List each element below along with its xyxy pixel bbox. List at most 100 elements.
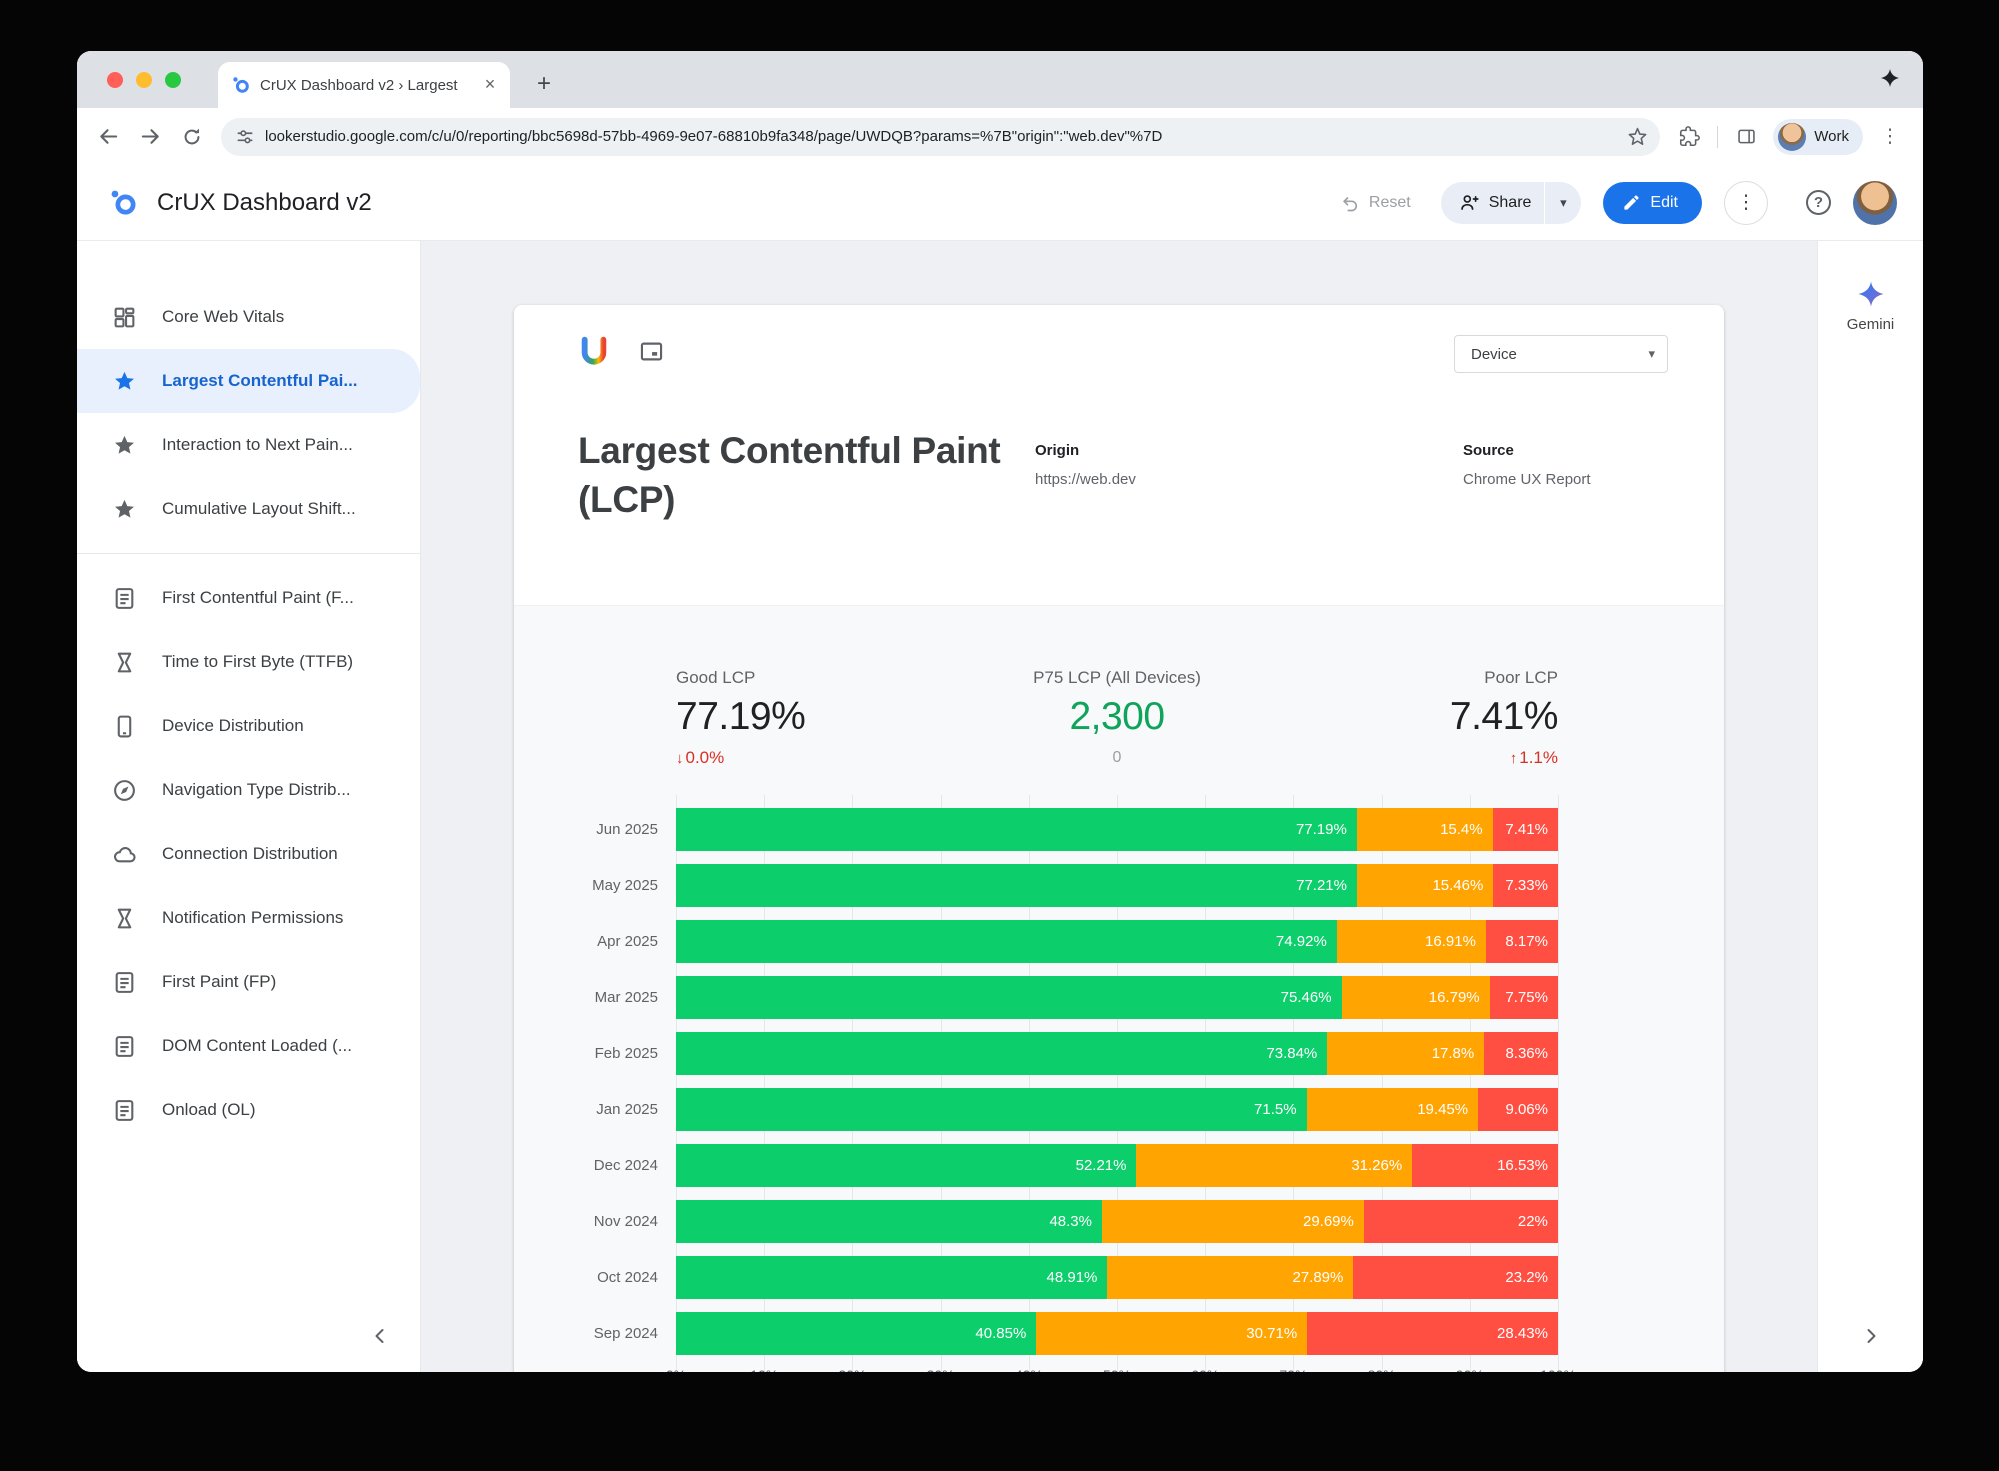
chart-bar-track: 71.5% 19.45% 9.06% (676, 1087, 1558, 1131)
bar-segment-poor[interactable]: 8.36% (1484, 1031, 1558, 1075)
bar-segment-good[interactable]: 71.5% (676, 1087, 1307, 1131)
toolbar-divider (1717, 125, 1719, 148)
sidebar-item-device-distribution[interactable]: Device Distribution (77, 694, 420, 758)
bar-segment-good[interactable]: 73.84% (676, 1031, 1328, 1075)
tab-close-icon[interactable]: × (484, 74, 496, 94)
star-icon (112, 497, 137, 522)
sidebar-item-onload-ol[interactable]: Onload (OL) (77, 1078, 420, 1142)
chart-bar-track: 73.84% 17.8% 8.36% (676, 1031, 1558, 1075)
sidebar-collapse-icon[interactable] (368, 1324, 392, 1348)
sidebar-item-first-contentful-paint-f[interactable]: First Contentful Paint (F... (77, 566, 420, 630)
site-settings-icon[interactable] (235, 127, 255, 147)
device-filter-dropdown[interactable]: Device ▾ (1454, 335, 1668, 373)
help-icon[interactable]: ? (1806, 190, 1831, 215)
bookmark-star-icon[interactable] (1627, 126, 1648, 147)
bar-segment-poor[interactable]: 16.53% (1412, 1143, 1558, 1187)
sidebar-item-first-paint-fp[interactable]: First Paint (FP) (77, 950, 420, 1014)
bar-segment-poor[interactable]: 7.33% (1493, 863, 1558, 907)
share-dropdown-caret[interactable]: ▾ (1560, 194, 1567, 210)
reload-icon[interactable] (173, 118, 211, 156)
forward-icon[interactable] (131, 118, 169, 156)
tab-strip: CrUX Dashboard v2 › Largest × + (77, 51, 1923, 108)
chart-row: May 2025 77.21% 15.46% 7.33% (514, 857, 1724, 913)
tab-organize-sparkle-icon[interactable] (1879, 67, 1901, 89)
chart-row: Oct 2024 48.91% 27.89% 23.2% (514, 1249, 1724, 1305)
axis-tick-label: 10% (750, 1367, 778, 1372)
bar-segment-good[interactable]: 48.3% (676, 1199, 1102, 1243)
profile-chip[interactable]: Work (1773, 118, 1863, 155)
url-text[interactable]: lookerstudio.google.com/c/u/0/reporting/… (265, 128, 1163, 145)
bar-segment-poor[interactable]: 7.41% (1492, 807, 1558, 851)
back-icon[interactable] (89, 118, 127, 156)
sidebar-item-label: DOM Content Loaded (... (162, 1036, 352, 1055)
browser-tab[interactable]: CrUX Dashboard v2 › Largest × (218, 62, 510, 108)
bar-segment-poor[interactable]: 7.75% (1489, 975, 1558, 1019)
extensions-icon[interactable] (1670, 118, 1708, 156)
scorecard-good-lcp: Good LCP 77.19% ↓ 0.0% (676, 668, 970, 768)
embed-frame-icon[interactable] (638, 338, 665, 365)
bar-segment-poor[interactable]: 8.17% (1485, 919, 1558, 963)
bar-segment-needs_improvement[interactable]: 31.26% (1136, 1143, 1413, 1187)
sidebar-item-notification-permissions[interactable]: Notification Permissions (77, 886, 420, 950)
rail-expand-icon[interactable] (1859, 1324, 1883, 1348)
bar-segment-poor[interactable]: 23.2% (1353, 1255, 1558, 1299)
bar-segment-good[interactable]: 77.19% (676, 807, 1357, 851)
bar-segment-needs_improvement[interactable]: 17.8% (1327, 1031, 1485, 1075)
bar-segment-needs_improvement[interactable]: 16.79% (1341, 975, 1490, 1019)
axis-tick-label: 70% (1279, 1367, 1307, 1372)
looker-studio-logo[interactable] (110, 189, 137, 216)
bar-segment-good[interactable]: 52.21% (676, 1143, 1137, 1187)
close-window-button[interactable] (107, 72, 123, 88)
edit-button[interactable]: Edit (1603, 181, 1702, 224)
share-button[interactable]: Share ▾ (1440, 181, 1582, 224)
maximize-window-button[interactable] (165, 72, 181, 88)
bar-segment-needs_improvement[interactable]: 15.46% (1356, 863, 1494, 907)
side-panel-icon[interactable] (1727, 118, 1765, 156)
cloud-icon (112, 842, 137, 867)
gemini-sparkle-icon[interactable] (1856, 279, 1886, 309)
bar-segment-poor[interactable]: 9.06% (1478, 1087, 1558, 1131)
address-bar[interactable]: lookerstudio.google.com/c/u/0/reporting/… (221, 117, 1661, 156)
reset-button[interactable]: Reset (1332, 193, 1419, 213)
report-name[interactable]: CrUX Dashboard v2 (157, 188, 372, 216)
sidebar-item-interaction-to-next-pain[interactable]: Interaction to Next Pain... (77, 413, 420, 477)
chart-row: Apr 2025 74.92% 16.91% 8.17% (514, 913, 1724, 969)
window-controls (107, 72, 181, 88)
sidebar-item-connection-distribution[interactable]: Connection Distribution (77, 822, 420, 886)
gridline (1381, 795, 1383, 1372)
sidebar-divider (77, 553, 420, 554)
sidebar-item-label: Navigation Type Distrib... (162, 780, 351, 799)
bar-segment-good[interactable]: 48.91% (676, 1255, 1108, 1299)
bar-segment-needs_improvement[interactable]: 16.91% (1336, 919, 1486, 963)
bar-segment-needs_improvement[interactable]: 29.69% (1102, 1199, 1364, 1243)
bar-segment-good[interactable]: 74.92% (676, 919, 1337, 963)
pencil-icon (1624, 195, 1640, 210)
chart-category-label: Jan 2025 (596, 1100, 658, 1118)
bar-segment-needs_improvement[interactable]: 30.71% (1036, 1311, 1308, 1355)
webdev-logo (578, 335, 610, 367)
bar-segment-good[interactable]: 77.21% (676, 863, 1357, 907)
sidebar-item-cumulative-layout-shift[interactable]: Cumulative Layout Shift... (77, 477, 420, 541)
new-tab-button[interactable]: + (536, 70, 551, 97)
axis-tick-label: 50% (1103, 1367, 1131, 1372)
gridline (1028, 795, 1030, 1372)
sidebar-item-largest-contentful-pai[interactable]: Largest Contentful Pai... (77, 349, 420, 413)
sidebar-item-core-web-vitals[interactable]: Core Web Vitals (77, 285, 420, 349)
bar-segment-needs_improvement[interactable]: 15.4% (1356, 807, 1493, 851)
bar-segment-poor[interactable]: 28.43% (1307, 1311, 1558, 1355)
chart-row: Jan 2025 71.5% 19.45% 9.06% (514, 1081, 1724, 1137)
bar-segment-good[interactable]: 40.85% (676, 1311, 1037, 1355)
sidebar-item-navigation-type-distrib[interactable]: Navigation Type Distrib... (77, 758, 420, 822)
sidebar-item-time-to-first-byte-ttfb[interactable]: Time to First Byte (TTFB) (77, 630, 420, 694)
report-card: Device ▾ Largest Contentful Paint (LCP) … (514, 305, 1724, 1372)
axis-tick-label: 90% (1456, 1367, 1484, 1372)
sidebar-item-dom-content-loaded[interactable]: DOM Content Loaded (... (77, 1014, 420, 1078)
browser-menu-icon[interactable]: ⋮ (1880, 126, 1900, 147)
more-options-icon[interactable]: ⋮ (1724, 180, 1768, 225)
bar-segment-good[interactable]: 75.46% (676, 975, 1342, 1019)
bar-segment-needs_improvement[interactable]: 19.45% (1306, 1087, 1479, 1131)
bar-segment-needs_improvement[interactable]: 27.89% (1107, 1255, 1354, 1299)
account-avatar[interactable] (1853, 180, 1897, 225)
bar-segment-poor[interactable]: 22% (1363, 1199, 1558, 1243)
minimize-window-button[interactable] (136, 72, 152, 88)
